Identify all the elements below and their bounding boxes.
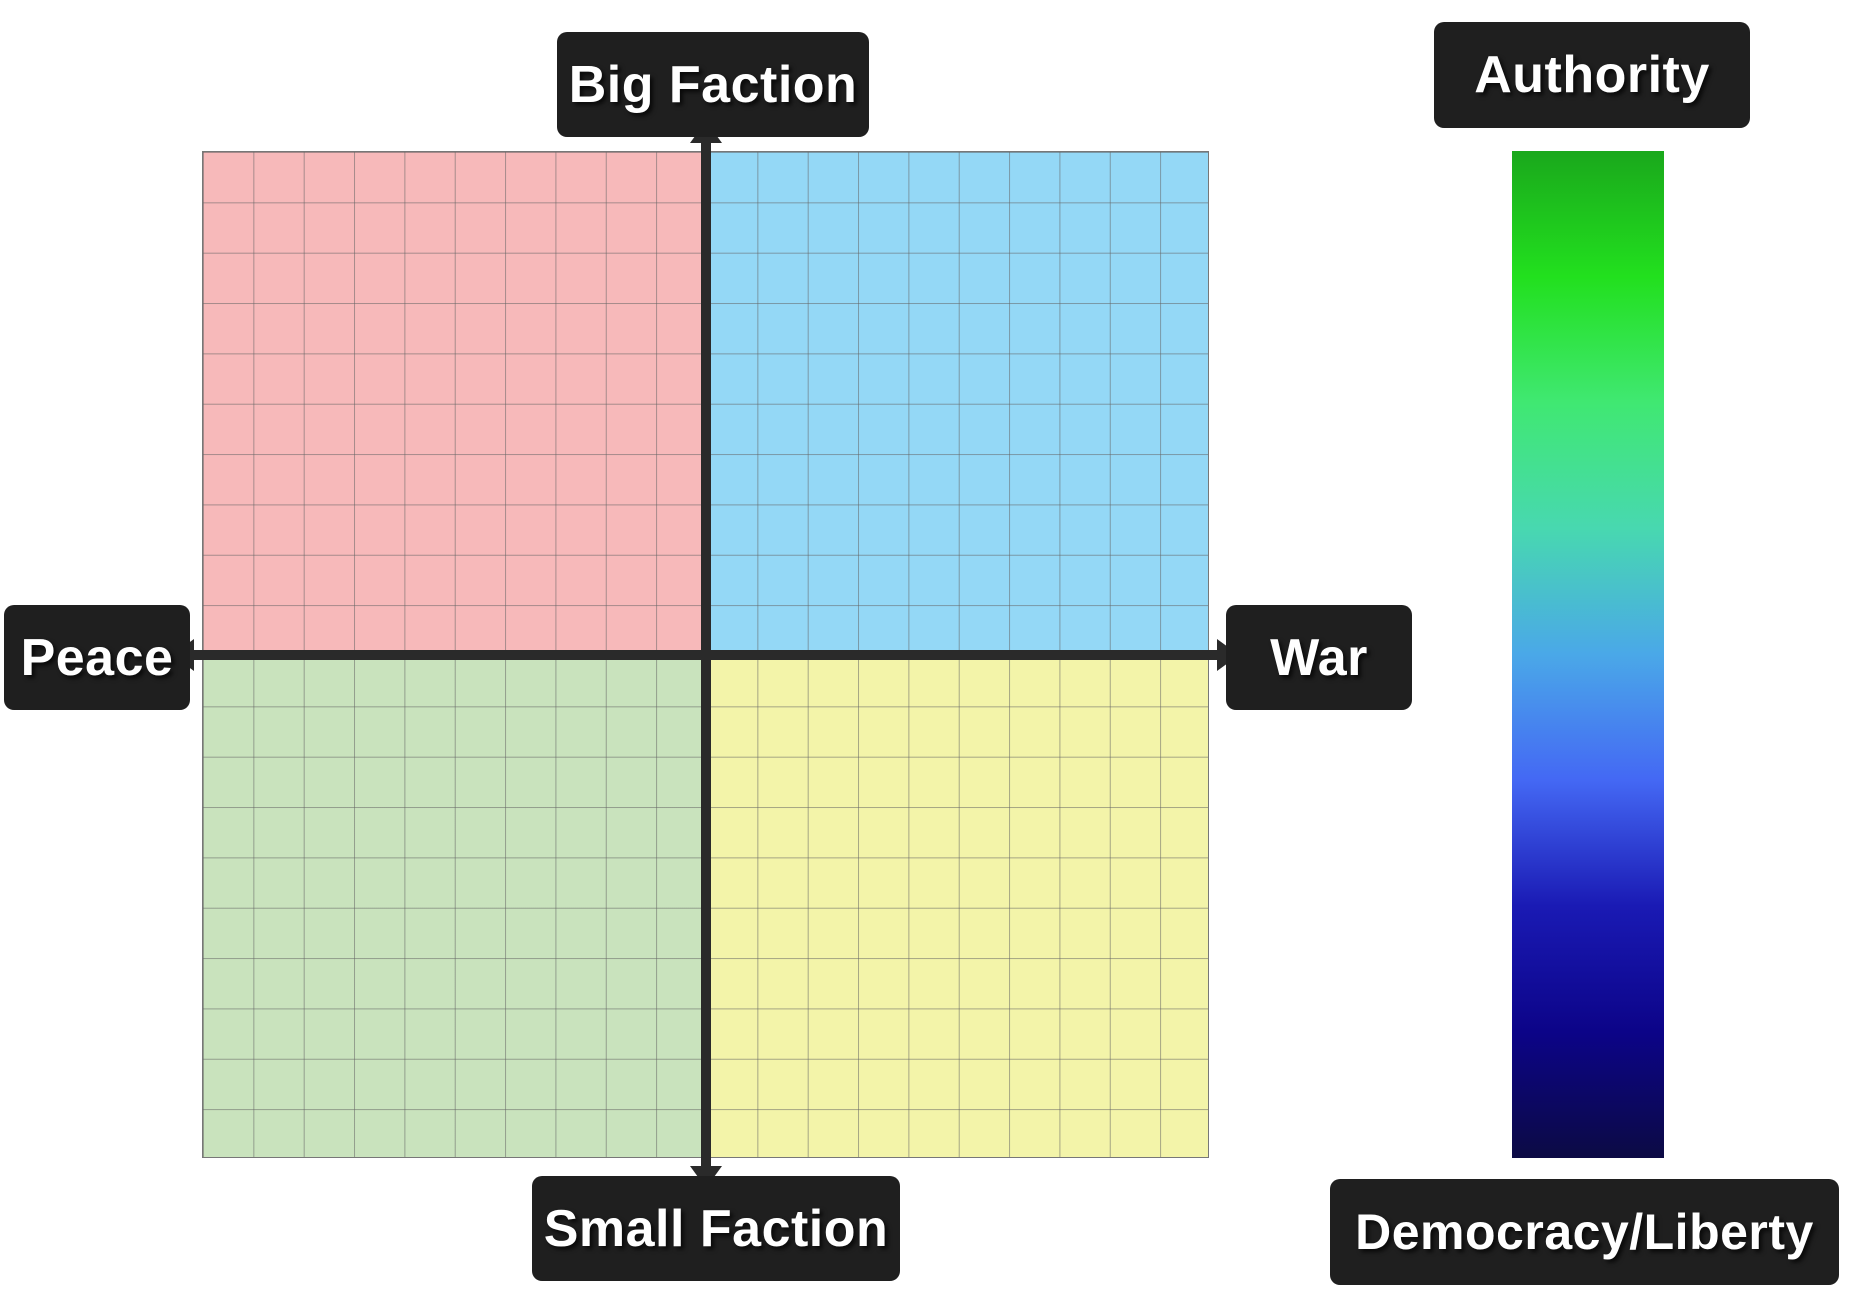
gradient-label-bottom: Democracy/Liberty [1330, 1179, 1839, 1285]
gradient-label-top: Authority [1434, 22, 1750, 128]
quadrant-top-left [202, 151, 706, 655]
authority-gradient-bar [1512, 151, 1664, 1158]
quadrant-bottom-left [202, 654, 706, 1158]
quadrant-top-right [705, 151, 1209, 655]
political-compass [172, 121, 1239, 1188]
axis-label-right: War [1226, 605, 1412, 710]
axis-label-bottom: Small Faction [532, 1176, 900, 1281]
horizontal-axis [188, 649, 1223, 660]
axis-label-top: Big Faction [557, 32, 869, 137]
quadrant-bottom-right [705, 654, 1209, 1158]
axis-label-left: Peace [4, 605, 190, 710]
